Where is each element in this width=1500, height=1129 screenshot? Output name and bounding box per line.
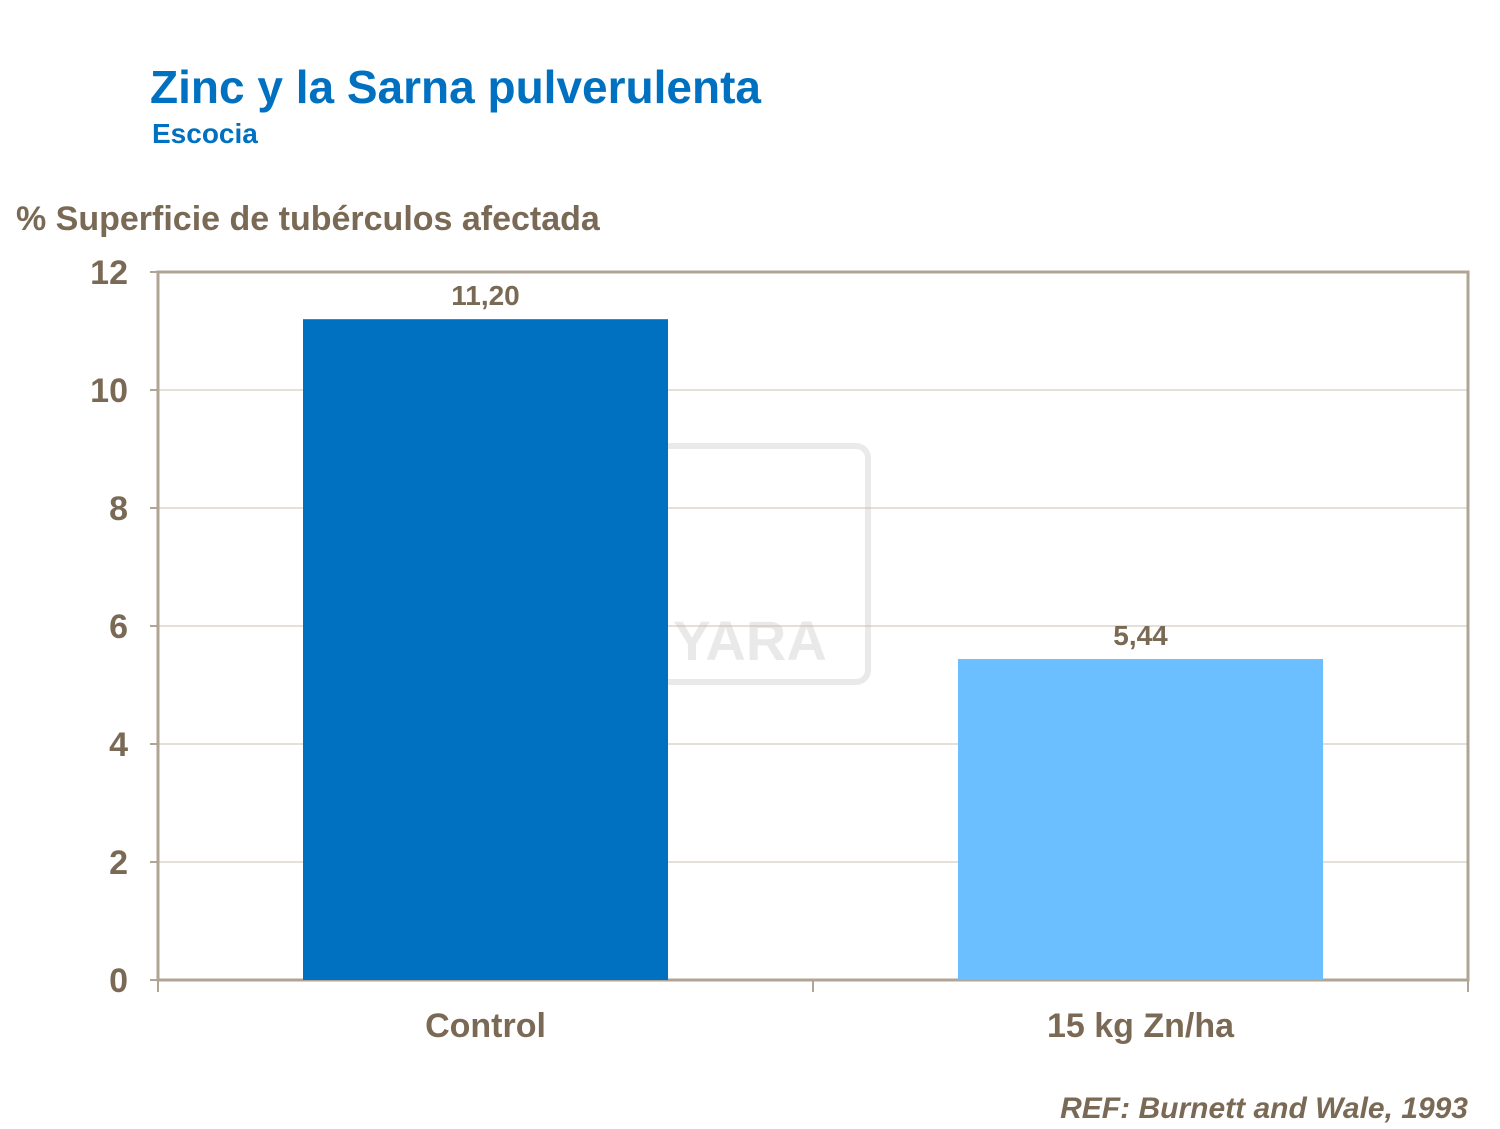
y-tick-label: 4: [109, 726, 128, 764]
y-tick-label: 0: [109, 962, 128, 1000]
bar: [303, 319, 668, 980]
data-label: 11,20: [451, 280, 520, 311]
bar: [958, 659, 1323, 980]
y-tick-label: 2: [109, 844, 128, 882]
x-tick-label: Control: [425, 1007, 546, 1045]
reference-note: REF: Burnett and Wale, 1993: [1060, 1092, 1468, 1125]
y-axis-label: % Superficie de tubérculos afectada: [16, 200, 600, 238]
y-tick-label: 8: [109, 490, 128, 528]
svg-text:YARA: YARA: [673, 609, 827, 672]
chart-subtitle: Escocia: [152, 118, 258, 149]
y-tick-label: 12: [90, 254, 128, 292]
data-label: 5,44: [1113, 620, 1168, 651]
y-tick-label: 10: [90, 372, 128, 410]
y-tick-label: 6: [109, 608, 128, 646]
yara-logo-watermark: YARA: [629, 443, 871, 685]
chart-title: Zinc y la Sarna pulverulenta: [150, 61, 761, 113]
x-tick-label: 15 kg Zn/ha: [1047, 1007, 1235, 1045]
